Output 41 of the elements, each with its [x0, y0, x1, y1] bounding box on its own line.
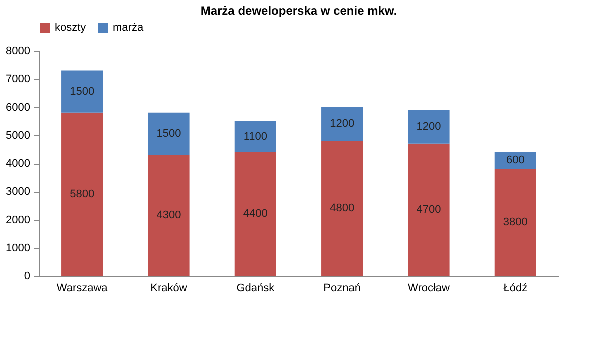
data-label: 4300 — [156, 210, 182, 222]
x-tick-label: Gdańsk — [236, 282, 276, 294]
y-tick-label: 8000 — [6, 46, 30, 58]
data-label: 1200 — [416, 120, 442, 133]
data-label: 4400 — [243, 208, 268, 220]
data-label: 1100 — [244, 130, 268, 143]
bar — [148, 155, 190, 276]
bar — [494, 169, 536, 276]
bar — [148, 112, 190, 156]
bar — [234, 152, 276, 276]
y-tick-label: 2000 — [6, 214, 30, 226]
y-tick-label: 6000 — [6, 102, 30, 114]
x-tick-label: Warszawa — [56, 282, 109, 294]
bar — [408, 144, 450, 276]
bar — [234, 121, 276, 152]
data-label: 4800 — [330, 202, 355, 214]
data-label: 4700 — [416, 204, 442, 216]
data-label: 5800 — [70, 188, 95, 200]
data-label: 3800 — [503, 216, 528, 229]
data-label: 600 — [506, 154, 525, 167]
y-tick-label: 4000 — [6, 158, 30, 170]
legend-label: marża — [113, 22, 144, 34]
y-tick-label: 1000 — [6, 242, 30, 254]
x-tick-label: Łódź — [504, 282, 528, 294]
data-label: 1500 — [70, 86, 95, 98]
bar — [62, 112, 104, 276]
x-tick-label: Poznań — [324, 282, 361, 294]
y-tick-label: 3000 — [6, 186, 30, 198]
data-label: 1200 — [330, 118, 355, 130]
y-tick-label: 7000 — [6, 74, 30, 86]
bar — [322, 107, 364, 141]
chart-title: Marża deweloperska w cenie mkw. — [200, 4, 398, 18]
bar — [322, 141, 364, 276]
legend-label: koszty — [55, 22, 87, 34]
bar — [62, 70, 104, 113]
y-tick-label: 5000 — [6, 130, 30, 142]
bar — [408, 110, 450, 144]
data-label: 1500 — [156, 128, 182, 140]
x-tick-label: Kraków — [150, 282, 188, 294]
y-tick-label: 0 — [24, 270, 30, 282]
x-tick-label: Wrocław — [408, 282, 450, 294]
